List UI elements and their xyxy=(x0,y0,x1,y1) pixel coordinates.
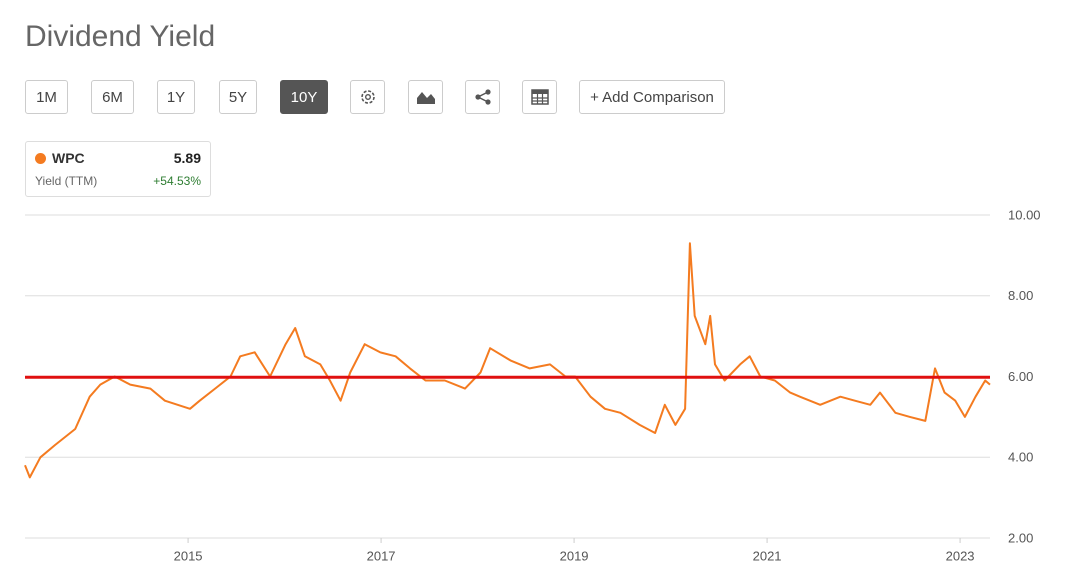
add-comparison-button[interactable]: + Add Comparison xyxy=(579,80,725,114)
range-button[interactable]: 1M xyxy=(25,80,68,114)
legend-value: 5.89 xyxy=(173,150,201,166)
y-tick-label: 2.00 xyxy=(1008,530,1033,545)
y-tick-label: 10.00 xyxy=(1008,207,1041,222)
legend-name: WPC xyxy=(52,150,85,166)
line-series xyxy=(24,242,991,479)
legend-change: +54.53% xyxy=(153,174,201,188)
chart-type-button[interactable] xyxy=(408,80,443,114)
range-button[interactable]: 10Y xyxy=(280,80,328,114)
x-tick-label: 2023 xyxy=(946,548,975,563)
y-tick-label: 4.00 xyxy=(1008,450,1033,465)
range-button[interactable]: 1Y xyxy=(157,80,195,114)
share-button[interactable] xyxy=(465,80,500,114)
title: Dividend Yield xyxy=(25,20,216,53)
settings-icon xyxy=(360,90,375,104)
settings-button[interactable] xyxy=(350,80,385,114)
share-icon xyxy=(474,89,491,105)
area-icon xyxy=(416,92,435,104)
table-icon xyxy=(530,89,549,105)
x-tick-label: 2021 xyxy=(753,548,782,563)
table-button[interactable] xyxy=(522,80,557,114)
legend-dot xyxy=(35,153,46,164)
legend-subtitle: Yield (TTM) xyxy=(35,174,98,188)
y-tick-label: 6.00 xyxy=(1008,369,1033,384)
x-tick-label: 2017 xyxy=(367,548,396,563)
x-tick-label: 2015 xyxy=(174,548,203,563)
range-button[interactable]: 6M xyxy=(91,80,134,114)
range-button[interactable]: 5Y xyxy=(219,80,257,114)
x-tick-label: 2019 xyxy=(560,548,589,563)
legend-card: WPC 5.89 Yield (TTM) +54.53% xyxy=(25,141,211,197)
y-tick-label: 8.00 xyxy=(1008,288,1033,303)
